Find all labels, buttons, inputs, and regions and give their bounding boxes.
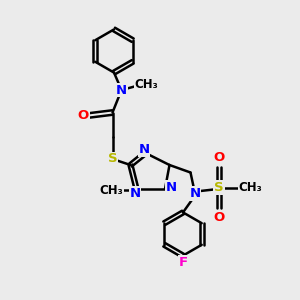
Text: CH₃: CH₃ [238,181,262,194]
Text: S: S [108,152,117,166]
Text: O: O [213,151,225,164]
Text: F: F [178,256,188,269]
Text: CH₃: CH₃ [99,184,123,197]
Text: CH₃: CH₃ [134,77,158,91]
Text: N: N [189,187,201,200]
Text: N: N [138,143,150,156]
Text: N: N [129,187,141,200]
Text: O: O [213,211,225,224]
Text: S: S [214,181,224,194]
Text: O: O [77,109,89,122]
Text: N: N [116,83,127,97]
Text: N: N [166,181,177,194]
